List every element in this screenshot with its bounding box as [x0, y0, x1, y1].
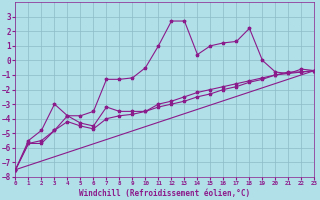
X-axis label: Windchill (Refroidissement éolien,°C): Windchill (Refroidissement éolien,°C)	[79, 189, 251, 198]
